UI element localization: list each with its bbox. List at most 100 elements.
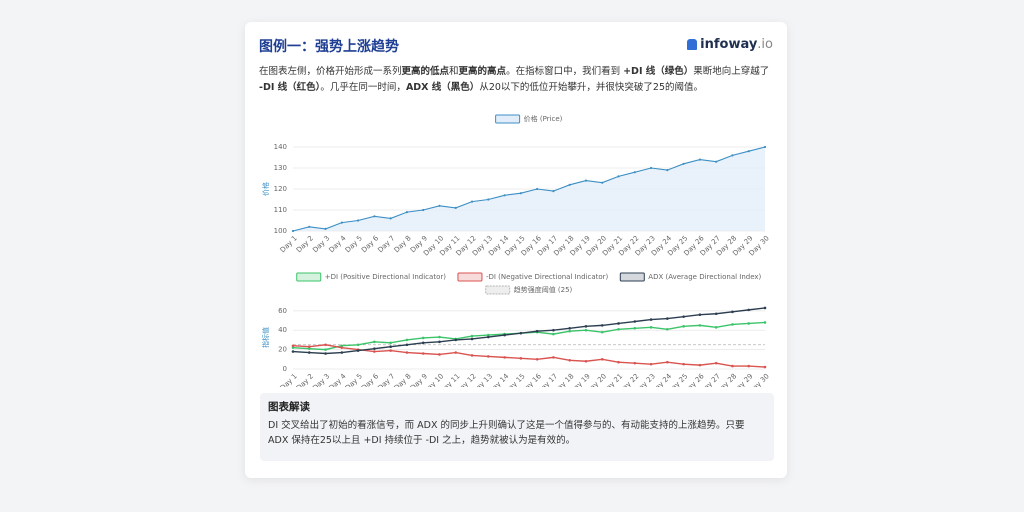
point — [682, 362, 685, 366]
point — [535, 329, 539, 333]
point — [307, 347, 311, 350]
explanation: 图表解读 DI 交叉给出了初始的看涨信号，而 ADX 的同步上升则确认了这是一个… — [260, 393, 774, 461]
legend-item: +DI (Positive Directional Indicator) — [296, 272, 447, 282]
point — [568, 326, 571, 330]
point — [536, 187, 539, 191]
point — [307, 345, 311, 349]
point — [682, 315, 685, 318]
line — [292, 307, 766, 355]
intro-bold: +DI 线（绿色） — [623, 66, 694, 77]
point — [389, 217, 392, 220]
point — [307, 351, 311, 354]
point — [340, 351, 344, 354]
point — [763, 306, 767, 310]
point — [405, 338, 409, 342]
line — [292, 146, 766, 232]
point — [747, 308, 751, 312]
point — [291, 229, 295, 233]
legend-label: ADX (Average Directional Index) — [648, 273, 761, 281]
point — [487, 355, 490, 358]
y-tick-label: 100 — [274, 227, 287, 235]
y-axis-label: 价格 — [261, 182, 270, 196]
legend-label: +DI (Positive Directional Indicator) — [325, 273, 447, 281]
point — [763, 145, 767, 149]
point — [715, 160, 718, 163]
explanation-title: 图表解读 — [268, 401, 310, 413]
explanation-text: DI 交叉给出了初始的看涨信号，而 ADX 的同步上升则确认了这是一个值得参与的… — [268, 420, 745, 446]
point — [503, 356, 506, 359]
point — [487, 198, 490, 201]
point — [373, 350, 376, 353]
point — [373, 340, 376, 344]
point — [438, 335, 441, 339]
logo-icon — [687, 39, 698, 50]
point — [324, 227, 327, 230]
point — [421, 352, 425, 355]
point — [617, 322, 620, 325]
point — [422, 208, 425, 212]
point — [291, 346, 295, 349]
legend-label: -DI (Negative Directional Indicator) — [486, 273, 609, 281]
legend-label: 价格 (Price) — [524, 114, 563, 123]
point — [470, 334, 474, 338]
point — [487, 335, 490, 339]
point — [324, 352, 327, 355]
point — [617, 360, 620, 364]
point — [470, 200, 474, 203]
point — [552, 356, 555, 359]
point — [747, 150, 750, 153]
point — [389, 349, 392, 352]
point — [617, 327, 620, 331]
logo-suffix: .io — [757, 37, 773, 52]
point — [633, 320, 637, 323]
y-tick-label: 120 — [274, 185, 287, 193]
point — [340, 221, 343, 224]
point — [584, 328, 588, 332]
y-tick-label: 60 — [278, 307, 287, 315]
point — [519, 192, 522, 195]
point — [405, 343, 409, 347]
point — [617, 175, 620, 178]
legend-swatch — [619, 272, 645, 282]
point — [698, 363, 702, 367]
y-tick-label: 40 — [278, 326, 287, 334]
point — [421, 336, 425, 340]
point — [535, 358, 539, 361]
intro-bold: 更高的低点 — [401, 66, 450, 77]
intro-text: 在图表左侧，价格开始形成一系列 — [259, 66, 402, 77]
intro-bold: -DI 线（红色） — [259, 82, 321, 93]
logo-name: infoway — [700, 37, 758, 52]
point — [454, 351, 458, 354]
intro-text: 。在指标窗口中，我们看到 — [506, 66, 624, 77]
y-tick-label: 140 — [274, 143, 287, 151]
point — [633, 326, 637, 330]
legend-swatch — [296, 272, 322, 282]
y-tick-label: 130 — [274, 164, 287, 172]
point — [503, 194, 506, 197]
point — [666, 169, 669, 172]
point — [649, 166, 653, 170]
point — [731, 154, 734, 157]
point — [470, 354, 474, 357]
point — [308, 225, 311, 228]
legend-swatch — [485, 285, 511, 295]
intro-bold: 更高的高点 — [458, 66, 507, 77]
point — [666, 317, 669, 320]
point — [340, 346, 344, 349]
legend-item: 价格 (Price) — [495, 114, 563, 124]
point — [405, 211, 409, 214]
legend-item: 趋势强度阈值 (25) — [485, 285, 573, 295]
point — [552, 332, 555, 336]
point — [649, 326, 653, 329]
point — [600, 358, 604, 361]
point — [666, 327, 669, 331]
point — [291, 350, 295, 353]
point — [568, 358, 571, 362]
y-tick-label: 20 — [278, 346, 287, 354]
point — [568, 329, 571, 333]
point — [731, 323, 734, 326]
point — [373, 347, 376, 350]
point — [291, 344, 295, 348]
intro-text: 从20以下的低位开始攀升，并很快突破了25的阈值。 — [479, 82, 703, 93]
